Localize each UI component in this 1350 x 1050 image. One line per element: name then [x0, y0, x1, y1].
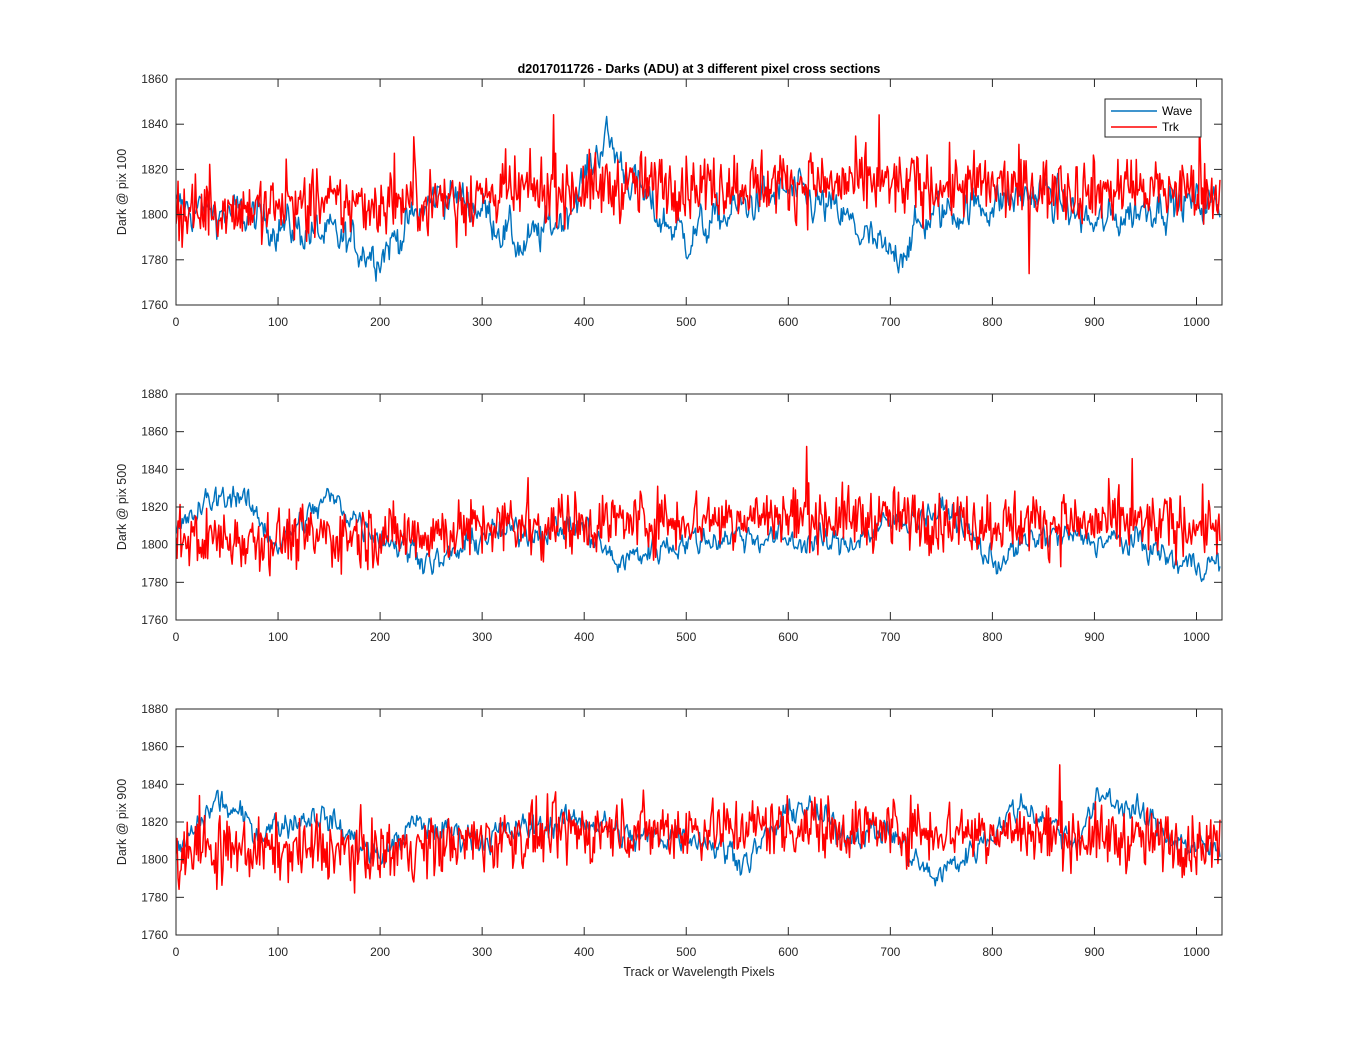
y-tick-label: 1760: [141, 613, 168, 627]
y-tick-label: 1880: [141, 387, 168, 401]
x-axis-label: Track or Wavelength Pixels: [623, 965, 774, 979]
x-tick-label: 800: [982, 945, 1002, 959]
x-tick-label: 1000: [1183, 315, 1210, 329]
x-tick-label: 1000: [1183, 630, 1210, 644]
y-tick-label: 1840: [141, 777, 168, 791]
series-group: [176, 113, 1221, 282]
legend-label-trk: Trk: [1162, 120, 1180, 134]
y-tick-label: 1760: [141, 928, 168, 942]
y-tick-label: 1880: [141, 702, 168, 716]
y-tick-label: 1780: [141, 575, 168, 589]
x-tick-label: 300: [472, 945, 492, 959]
x-tick-label: 300: [472, 630, 492, 644]
series-line-trk: [176, 764, 1221, 894]
x-tick-label: 600: [778, 630, 798, 644]
x-tick-label: 1000: [1183, 945, 1210, 959]
x-tick-label: 200: [370, 315, 390, 329]
x-tick-label: 100: [268, 630, 288, 644]
x-tick-label: 700: [880, 315, 900, 329]
y-axis-label: Dark @ pix 500: [115, 464, 129, 550]
y-tick-label: 1800: [141, 208, 168, 222]
legend: Wave Trk: [1104, 98, 1202, 138]
figure-title: d2017011726 - Darks (ADU) at 3 different…: [518, 62, 881, 76]
x-tick-label: 500: [676, 315, 696, 329]
y-tick-label: 1780: [141, 890, 168, 904]
legend-box: [1104, 98, 1202, 138]
x-tick-label: 200: [370, 945, 390, 959]
x-tick-label: 900: [1084, 315, 1104, 329]
y-tick-label: 1800: [141, 853, 168, 867]
y-tick-label: 1820: [141, 815, 168, 829]
axes-box: [175, 78, 1223, 306]
x-tick-label: 900: [1084, 630, 1104, 644]
y-tick-label: 1820: [141, 162, 168, 176]
series-line-wave: [176, 115, 1221, 282]
x-tick-label: 100: [268, 315, 288, 329]
x-tick-label: 300: [472, 315, 492, 329]
y-tick-label: 1780: [141, 253, 168, 267]
y-tick-label: 1860: [141, 425, 168, 439]
x-tick-label: 500: [676, 945, 696, 959]
x-tick-label: 600: [778, 945, 798, 959]
x-tick-label: 600: [778, 315, 798, 329]
x-tick-label: 400: [574, 315, 594, 329]
y-axis-label: Dark @ pix 900: [115, 779, 129, 865]
y-axis-label: Dark @ pix 100: [115, 149, 129, 235]
series-group: [176, 445, 1221, 583]
legend-label-wave: Wave: [1162, 104, 1193, 118]
y-tick-label: 1840: [141, 117, 168, 131]
y-tick-label: 1860: [141, 72, 168, 86]
axes-pix-900: 0 100 200 300 400 500 600 700 800 900 1000 1760 1780…: [115, 702, 1223, 959]
x-tick-label: 800: [982, 315, 1002, 329]
y-tick-label: 1760: [141, 298, 168, 312]
axes-pix-100: 0 100 200 300 400 500 600 700 800 900 1000 1760 1780…: [115, 72, 1223, 329]
series-line-trk: [176, 113, 1221, 275]
x-tick-label: 400: [574, 630, 594, 644]
series-line-wave: [176, 485, 1221, 583]
x-tick-label: 700: [880, 630, 900, 644]
x-tick-label: 500: [676, 630, 696, 644]
x-tick-label: 900: [1084, 945, 1104, 959]
x-tick-label: 0: [173, 630, 180, 644]
y-tick-label: 1800: [141, 538, 168, 552]
series-group: [176, 764, 1221, 894]
x-tick-label: 100: [268, 945, 288, 959]
x-tick-label: 0: [173, 945, 180, 959]
x-tick-label: 800: [982, 630, 1002, 644]
axes-pix-500: 0 100 200 300 400 500 600 700 800 900 1000 1760 1780…: [115, 387, 1223, 644]
x-tick-label: 200: [370, 630, 390, 644]
x-tick-label: 400: [574, 945, 594, 959]
series-line-trk: [176, 445, 1221, 577]
y-tick-label: 1860: [141, 740, 168, 754]
y-tick-label: 1840: [141, 462, 168, 476]
plot-area: [176, 394, 1222, 620]
x-tick-label: 700: [880, 945, 900, 959]
y-tick-label: 1820: [141, 500, 168, 514]
x-tick-label: 0: [173, 315, 180, 329]
